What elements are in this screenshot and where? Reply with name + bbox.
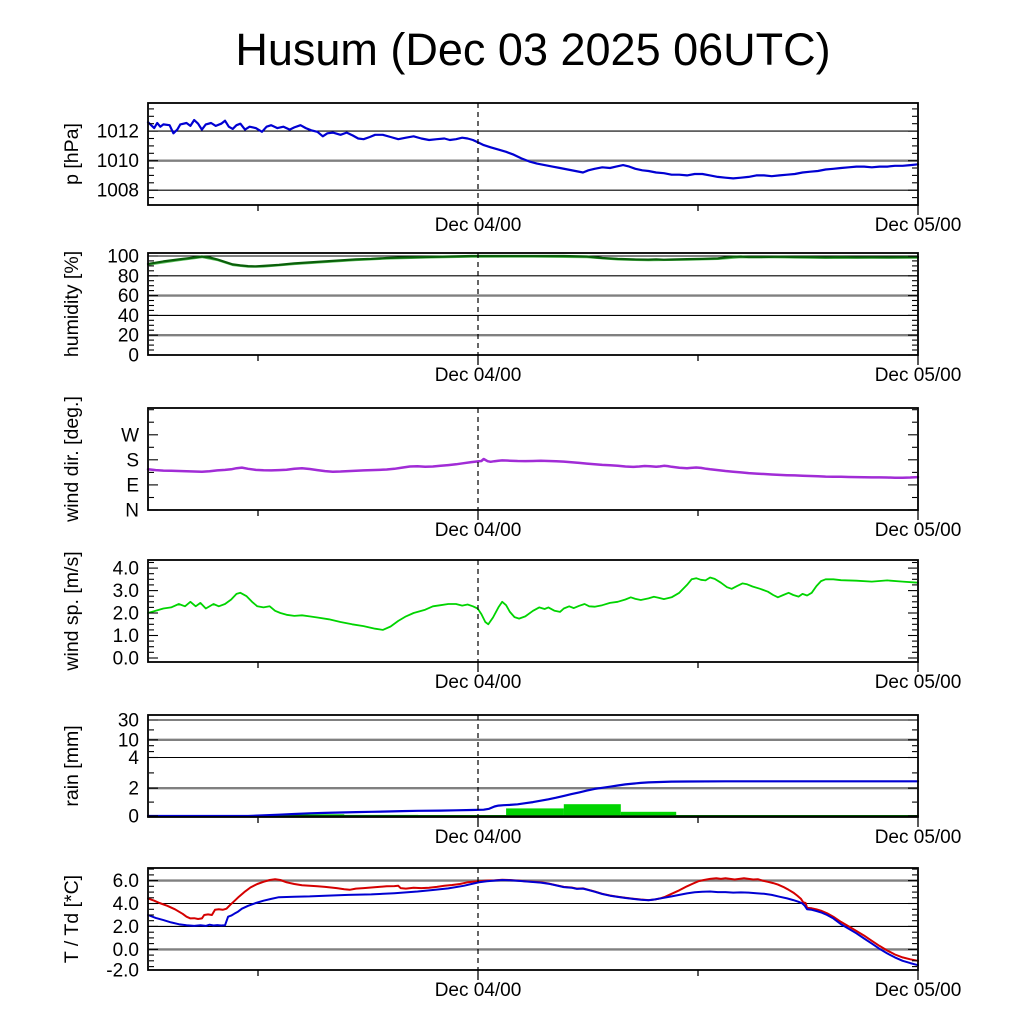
series-pressure: [146, 118, 920, 180]
y-tick-label: 1010: [97, 151, 139, 172]
x-tick-label: Dec 05/00: [875, 215, 962, 236]
panel-border: [147, 867, 919, 971]
axis-ticks: [149, 561, 919, 672]
y-tick-label: 60: [118, 286, 139, 307]
y-axis-title: humidity [%]: [61, 251, 83, 357]
x-tick-label: Dec 05/00: [875, 980, 962, 1001]
y-tick-label: 0.0: [113, 649, 139, 670]
y-tick-label: 2: [128, 779, 139, 800]
y-tick-label: 4.0: [113, 559, 139, 580]
x-tick-label: Dec 04/00: [435, 827, 522, 848]
y-tick-label: 2.0: [113, 917, 139, 938]
panel-wind-speed: 0.01.02.03.04.0 Dec 04/00 Dec 05/00 wind sp…: [61, 551, 961, 693]
y-tick-label: 0: [128, 346, 139, 367]
y-tick-label: S: [126, 450, 139, 471]
y-tick-label: 1.0: [113, 626, 139, 647]
y-axis-title: rain [mm]: [61, 725, 83, 806]
x-tick-label: Dec 04/00: [435, 980, 522, 1001]
y-tick-label: W: [121, 425, 139, 446]
x-tick-label: Dec 05/00: [875, 520, 962, 541]
axis-labels: 0.01.02.03.04.0 Dec 04/00 Dec 05/00 wind sp…: [61, 551, 961, 693]
x-tick-label: Dec 04/00: [435, 520, 522, 541]
panel-border: [147, 407, 919, 511]
y-tick-label: 0.0: [113, 940, 139, 961]
y-tick-label: 1012: [97, 122, 139, 143]
y-tick-label: 1008: [97, 181, 139, 202]
series-rain-accumulated: [146, 780, 920, 818]
rain-bar: [563, 804, 621, 817]
axis-labels: -2.00.02.04.06.0 Dec 04/00 Dec 05/00 T / Td…: [61, 871, 961, 1001]
y-tick-label: 0: [128, 807, 139, 828]
series-dewpoint: [147, 879, 919, 967]
series-humidity: [146, 254, 920, 268]
y-tick-label: N: [125, 501, 139, 522]
panel-temperature: -2.00.02.04.06.0 Dec 04/00 Dec 05/00 T / Td…: [61, 867, 961, 1001]
y-tick-label: 4: [128, 748, 139, 769]
y-tick-label: 80: [118, 266, 139, 287]
x-tick-label: Dec 04/00: [435, 672, 522, 693]
x-tick-label: Dec 04/00: [435, 215, 522, 236]
x-tick-label: Dec 05/00: [875, 365, 962, 386]
y-tick-label: 4.0: [113, 894, 139, 915]
y-tick-label: 20: [118, 326, 139, 347]
y-tick-label: E: [126, 475, 139, 496]
y-tick-label: 40: [118, 306, 139, 327]
axis-ticks: [149, 409, 919, 520]
x-tick-label: Dec 04/00: [435, 365, 522, 386]
y-tick-label: 2.0: [113, 604, 139, 625]
panel-border: [147, 559, 919, 663]
y-tick-label: 10: [118, 730, 139, 751]
y-axis-title: p [hPa]: [61, 123, 83, 185]
rain-bar: [620, 811, 677, 817]
y-axis-title: T / Td [*C]: [61, 875, 83, 963]
y-tick-label: 3.0: [113, 581, 139, 602]
figure-title: Husum (Dec 03 2025 06UTC): [235, 24, 831, 75]
series-wind-direction: [146, 457, 920, 479]
panel-border: [147, 102, 919, 206]
series-wind-speed: [147, 576, 919, 631]
y-tick-label: -2.0: [106, 961, 139, 982]
y-tick-label: 100: [107, 247, 139, 268]
x-tick-label: Dec 05/00: [875, 672, 962, 693]
panel-border: [147, 252, 919, 356]
axis-labels: 1008 1010 1012 Dec 04/00 Dec 05/00 p [hPa]: [61, 122, 961, 236]
panel-border: [147, 714, 919, 818]
axis-ticks: [149, 108, 919, 215]
y-axis-title: wind dir. [deg.]: [61, 396, 83, 523]
y-axis-title: wind sp. [m/s]: [61, 551, 83, 671]
y-tick-label: 30: [118, 711, 139, 732]
rain-bar: [506, 808, 564, 817]
x-tick-label: Dec 05/00: [875, 827, 962, 848]
axis-ticks: [149, 719, 919, 827]
y-tick-label: 6.0: [113, 871, 139, 892]
panel-pressure: 1008 1010 1012 Dec 04/00 Dec 05/00 p [hPa]: [61, 102, 961, 236]
axis-ticks: [149, 255, 919, 365]
axis-ticks: [149, 868, 919, 980]
